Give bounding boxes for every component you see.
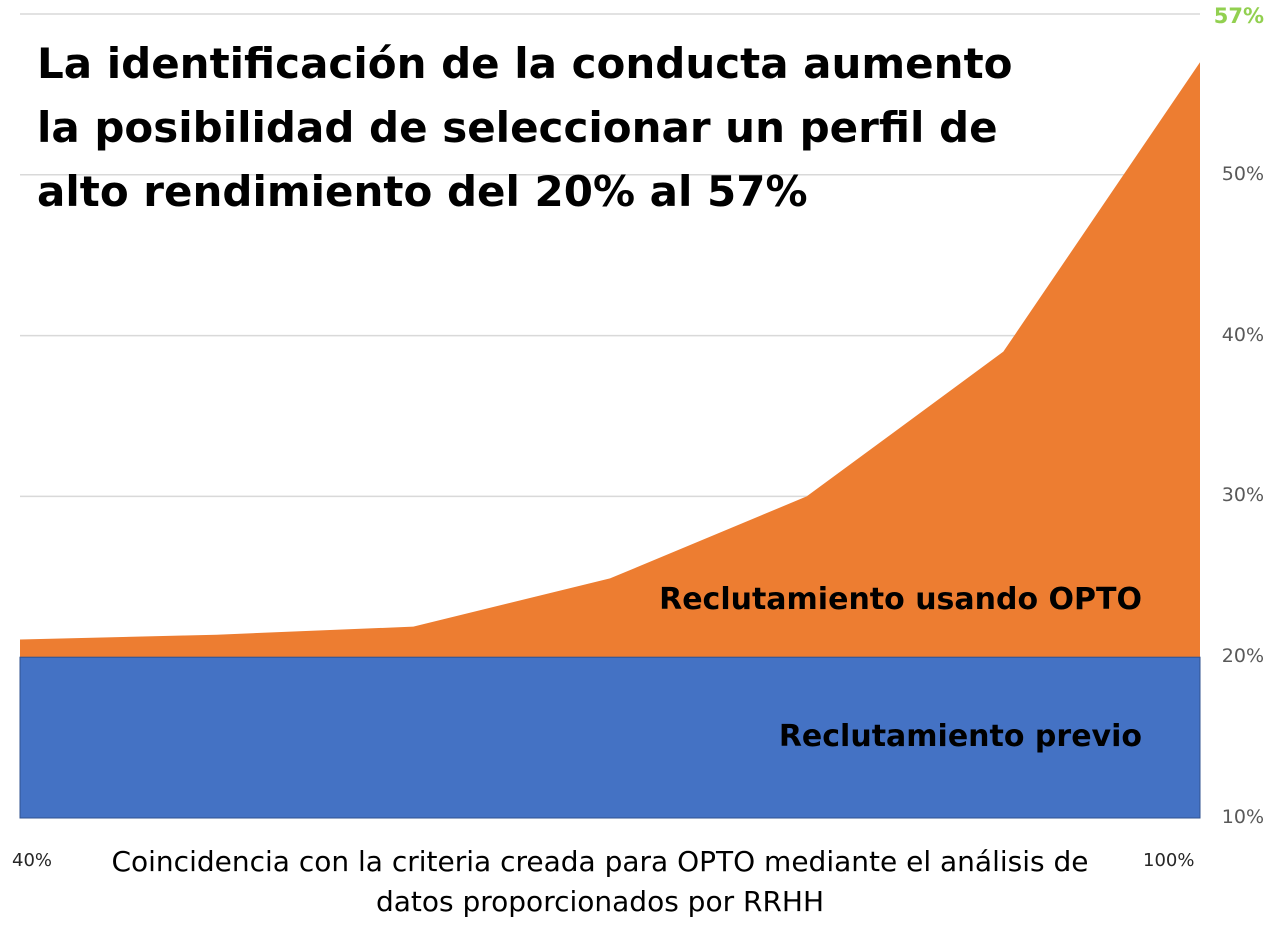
series-label-previo: Reclutamiento previo	[778, 719, 1142, 754]
x-tick-start: 40%	[12, 850, 53, 871]
chart-title: La identificación de la conducta aumento…	[37, 32, 1037, 224]
x-axis-label-line-1: Coincidencia con la criteria creada para…	[111, 845, 1089, 878]
y-tick-50: 50%	[1221, 162, 1264, 185]
area-reclutamiento-usando-opto	[20, 62, 1200, 819]
y-tick-57: 57%	[1213, 4, 1264, 28]
title-line-1: La identificación de la conducta aumento	[37, 39, 1013, 88]
title-line-3: alto rendimiento del 20% al 57%	[37, 167, 808, 216]
y-tick-20: 20%	[1221, 645, 1264, 668]
x-tick-end: 100%	[1143, 850, 1195, 871]
area-reclutamiento-previo	[20, 657, 1200, 818]
series-label-opto: Reclutamiento usando OPTO	[659, 582, 1142, 617]
title-line-2: la posibilidad de seleccionar un perfil …	[37, 103, 998, 152]
y-tick-40: 40%	[1221, 323, 1264, 346]
y-tick-30: 30%	[1221, 484, 1264, 507]
area-outline-previo	[19, 656, 1201, 819]
y-tick-10: 10%	[1221, 806, 1264, 828]
x-axis-label: Coincidencia con la criteria creada para…	[90, 842, 1110, 922]
x-axis-label-line-2: datos proporcionados por RRHH	[375, 885, 825, 918]
